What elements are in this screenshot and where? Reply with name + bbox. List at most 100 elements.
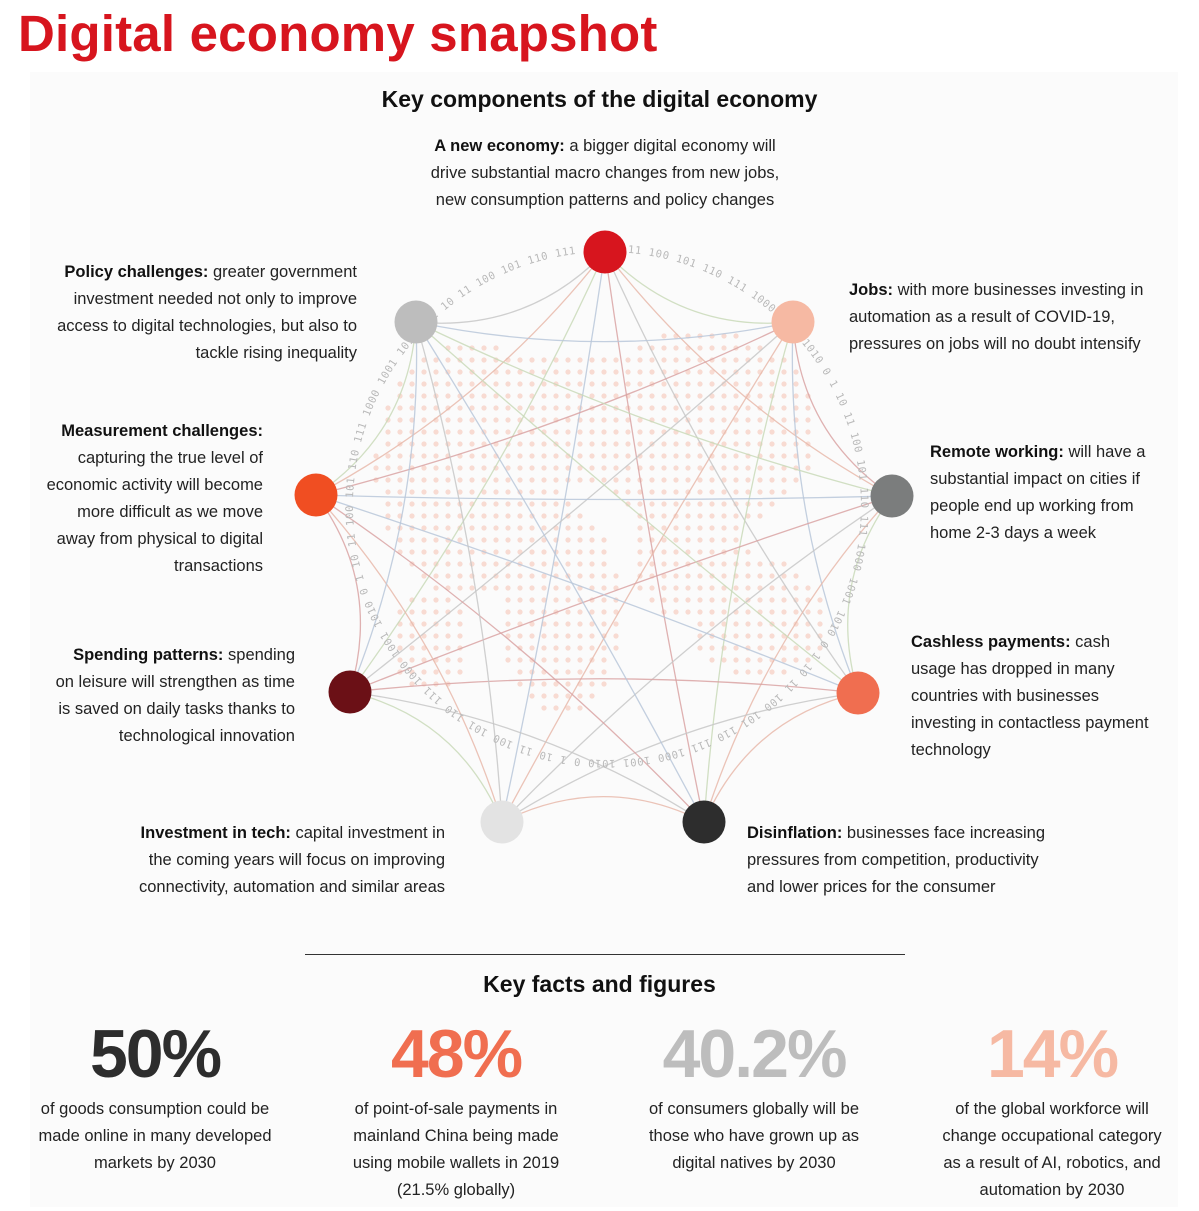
map-dot xyxy=(421,369,427,375)
map-dot xyxy=(709,477,715,483)
map-dot xyxy=(481,525,487,531)
map-dot xyxy=(421,453,427,459)
map-dot xyxy=(565,705,571,711)
label-jobs-title: Jobs: xyxy=(849,281,894,299)
map-dot xyxy=(433,549,439,555)
map-dot xyxy=(793,585,799,591)
fact-mobile-wallets: 48% of point-of-sale payments in mainlan… xyxy=(316,1016,596,1204)
map-dot xyxy=(673,597,679,603)
map-dot xyxy=(385,477,391,483)
map-dot xyxy=(601,609,607,615)
map-dot xyxy=(469,513,475,519)
map-dot xyxy=(781,381,787,387)
map-dot xyxy=(421,549,427,555)
map-dot xyxy=(433,477,439,483)
map-dot xyxy=(397,477,403,483)
map-dot xyxy=(589,669,595,675)
map-dot xyxy=(721,657,727,663)
map-dot xyxy=(637,381,643,387)
map-dot xyxy=(421,441,427,447)
map-dot xyxy=(601,561,607,567)
map-dot xyxy=(421,405,427,411)
map-dot xyxy=(529,549,535,555)
map-dot xyxy=(445,393,451,399)
connection-line xyxy=(415,321,859,694)
map-dot xyxy=(781,489,787,495)
map-dot xyxy=(589,369,595,375)
map-dot xyxy=(493,489,499,495)
map-dot xyxy=(553,369,559,375)
map-dot xyxy=(565,537,571,543)
map-dot xyxy=(409,405,415,411)
label-jobs: Jobs: with more businesses investing in … xyxy=(849,281,1144,353)
map-dot xyxy=(649,405,655,411)
map-dot xyxy=(541,657,547,663)
map-dot xyxy=(613,609,619,615)
map-dot xyxy=(709,549,715,555)
map-dot xyxy=(469,525,475,531)
map-dot xyxy=(709,345,715,351)
map-dot xyxy=(577,645,583,651)
map-dot xyxy=(421,621,427,627)
map-dot xyxy=(709,369,715,375)
map-dot xyxy=(721,417,727,423)
map-dot xyxy=(757,465,763,471)
map-dot xyxy=(709,537,715,543)
map-dot xyxy=(793,573,799,579)
map-dot xyxy=(625,441,631,447)
map-dot xyxy=(697,609,703,615)
connection-line xyxy=(315,494,705,823)
map-dot xyxy=(445,669,451,675)
map-dot xyxy=(745,669,751,675)
map-dot xyxy=(565,525,571,531)
map-dot xyxy=(541,705,547,711)
map-dot xyxy=(457,513,463,519)
map-dot xyxy=(745,609,751,615)
map-dot xyxy=(613,369,619,375)
map-dot xyxy=(661,537,667,543)
map-dot xyxy=(769,465,775,471)
map-dot xyxy=(421,513,427,519)
map-dot xyxy=(781,609,787,615)
map-dot xyxy=(697,621,703,627)
map-dot xyxy=(745,549,751,555)
map-dot xyxy=(565,405,571,411)
map-dot xyxy=(445,549,451,555)
map-dot xyxy=(733,645,739,651)
map-dot xyxy=(721,357,727,363)
map-dot xyxy=(733,441,739,447)
map-dot xyxy=(409,369,415,375)
map-dot xyxy=(757,381,763,387)
map-dot xyxy=(457,573,463,579)
map-dot xyxy=(529,489,535,495)
map-dot xyxy=(661,489,667,495)
map-dot xyxy=(673,585,679,591)
map-dot xyxy=(721,621,727,627)
map-dot xyxy=(601,585,607,591)
map-dot xyxy=(529,573,535,579)
map-dot xyxy=(721,453,727,459)
map-dot xyxy=(613,465,619,471)
map-dot xyxy=(625,453,631,459)
map-dot xyxy=(589,441,595,447)
map-dot xyxy=(421,489,427,495)
map-dot xyxy=(757,477,763,483)
map-dot xyxy=(649,429,655,435)
map-dot xyxy=(553,357,559,363)
map-dot xyxy=(565,645,571,651)
map-dot xyxy=(457,441,463,447)
map-dot xyxy=(601,669,607,675)
map-dot xyxy=(781,669,787,675)
map-dot xyxy=(445,501,451,507)
map-dot xyxy=(733,417,739,423)
map-dot xyxy=(505,405,511,411)
map-dot xyxy=(733,621,739,627)
map-dot xyxy=(553,513,559,519)
map-dot xyxy=(565,381,571,387)
map-dot xyxy=(565,357,571,363)
map-dot xyxy=(505,645,511,651)
map-dot xyxy=(817,645,823,651)
map-dot xyxy=(661,477,667,483)
map-dot xyxy=(457,381,463,387)
map-dot xyxy=(613,573,619,579)
